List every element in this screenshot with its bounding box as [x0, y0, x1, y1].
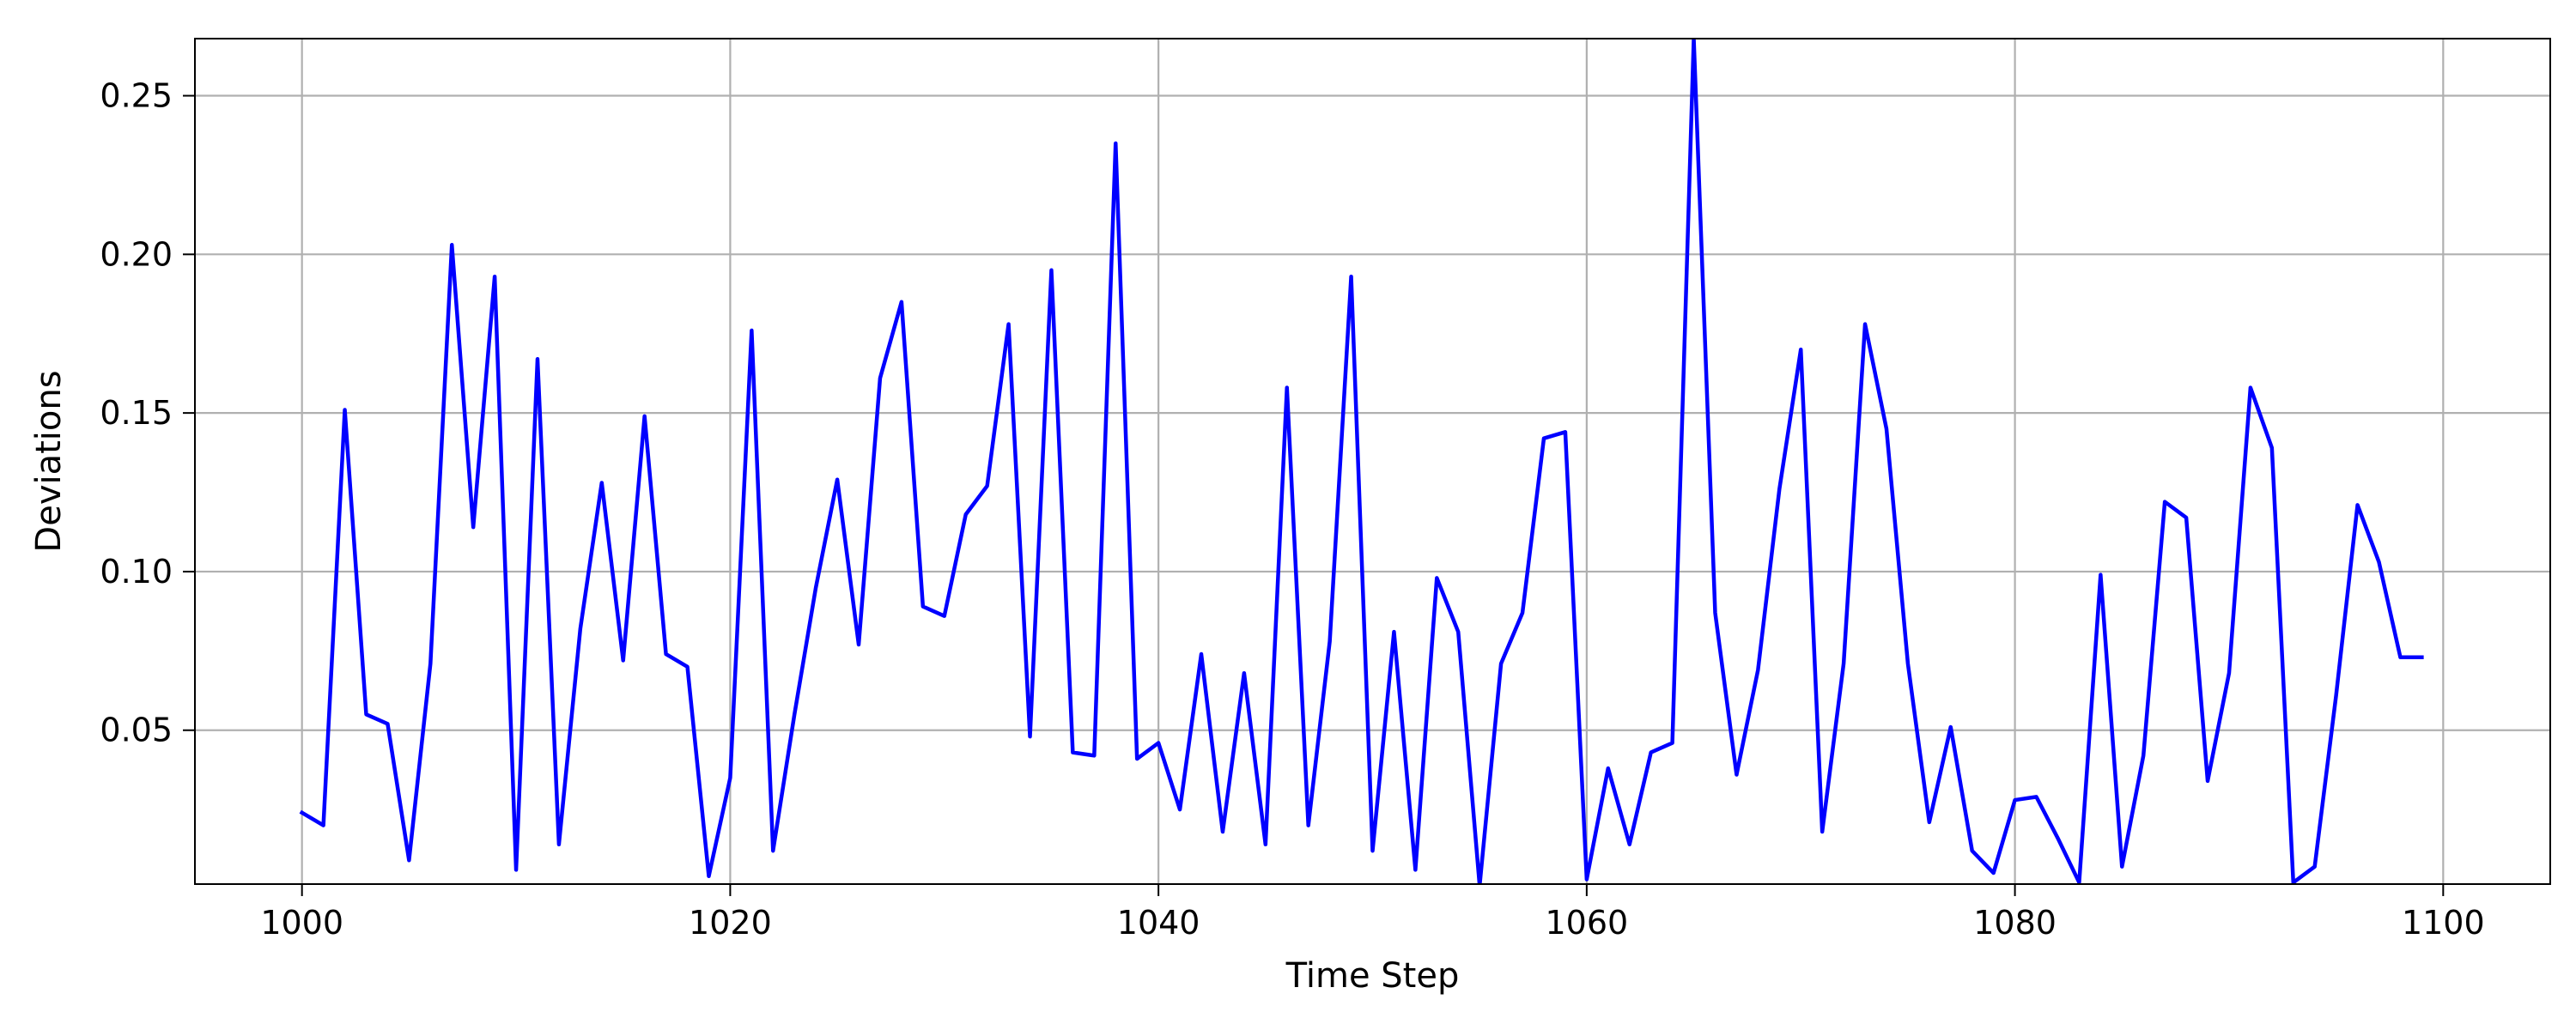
x-tick-label: 1000 — [260, 904, 343, 942]
y-tick-label: 0.20 — [100, 235, 173, 273]
x-tick-label: 1060 — [1546, 904, 1629, 942]
y-tick-label: 0.15 — [100, 394, 173, 432]
plot-area-frame — [194, 38, 2551, 885]
x-tick-label: 1020 — [689, 904, 772, 942]
x-tick-label: 1040 — [1117, 904, 1200, 942]
series-layer — [299, 39, 2424, 884]
deviations-series-line — [299, 39, 2424, 884]
y-tick-label: 0.25 — [100, 77, 173, 115]
x-tick-label: 1100 — [2402, 904, 2485, 942]
grid — [195, 39, 2550, 884]
x-axis-label: Time Step — [1285, 956, 1460, 996]
y-tick-label: 0.10 — [100, 553, 173, 591]
ticks: 1000 1020 1040 1060 1080 1100 0.05 0.10 0.15 0.20… — [100, 77, 2484, 942]
x-tick-label: 1080 — [1973, 904, 2057, 942]
y-axis-label: Deviations — [29, 370, 69, 552]
y-tick-label: 0.05 — [100, 712, 173, 749]
